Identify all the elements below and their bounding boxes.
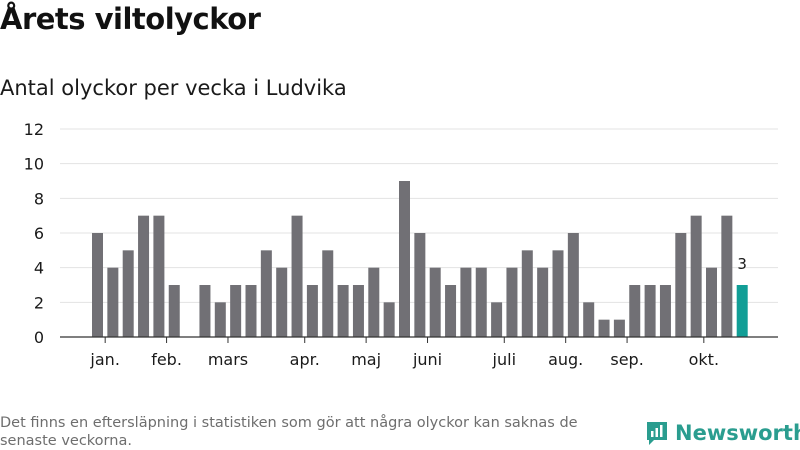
bar bbox=[460, 267, 472, 337]
bars bbox=[92, 181, 748, 337]
highlight-data-label: 3 bbox=[737, 255, 747, 273]
bar bbox=[337, 285, 349, 337]
bar bbox=[260, 250, 272, 337]
bar bbox=[659, 285, 671, 337]
x-tick-label: aug. bbox=[548, 350, 583, 369]
bar bbox=[138, 215, 150, 337]
bar bbox=[491, 302, 503, 337]
chart-title: Årets viltolyckor bbox=[0, 2, 261, 36]
bar bbox=[506, 267, 518, 337]
bar bbox=[644, 285, 656, 337]
x-tick-label: feb. bbox=[151, 350, 182, 369]
x-tick-label: juli bbox=[492, 350, 516, 369]
y-tick-label: 2 bbox=[34, 293, 44, 312]
bar bbox=[168, 285, 180, 337]
bar bbox=[690, 215, 702, 337]
bar bbox=[199, 285, 211, 337]
bar bbox=[276, 267, 288, 337]
bar bbox=[598, 319, 610, 337]
y-tick-label: 4 bbox=[34, 259, 44, 278]
bar bbox=[153, 215, 165, 337]
x-tick-label: jan. bbox=[89, 350, 119, 369]
x-tick-label: mars bbox=[208, 350, 248, 369]
bar bbox=[629, 285, 641, 337]
bar bbox=[291, 215, 303, 337]
bar bbox=[429, 267, 441, 337]
bar-highlight bbox=[736, 285, 748, 337]
bar bbox=[399, 181, 410, 337]
bar bbox=[230, 285, 242, 337]
bar bbox=[613, 319, 625, 337]
chart-subtitle: Antal olyckor per vecka i Ludvika bbox=[0, 76, 347, 100]
bar bbox=[383, 302, 395, 337]
x-tick-label: okt. bbox=[689, 350, 719, 369]
bar-chart: 0 2 4 6 8 10 12 jan. feb. mars apr. maj juni juli aug… bbox=[24, 120, 778, 369]
bar bbox=[567, 233, 579, 337]
bar bbox=[445, 285, 457, 337]
y-tick-label: 8 bbox=[34, 189, 44, 208]
x-tick-label: juni bbox=[412, 350, 442, 369]
x-tick-label: sep. bbox=[610, 350, 643, 369]
y-axis-ticks: 0 2 4 6 8 10 12 bbox=[24, 120, 44, 347]
bar bbox=[414, 233, 426, 337]
y-tick-label: 6 bbox=[34, 224, 44, 243]
bar bbox=[322, 250, 334, 337]
brand-name: Newsworthy bbox=[675, 421, 800, 445]
bar bbox=[706, 267, 717, 337]
bar bbox=[214, 302, 226, 337]
bar bbox=[721, 215, 733, 337]
y-tick-label: 0 bbox=[34, 328, 44, 347]
bar bbox=[537, 267, 549, 337]
bar bbox=[552, 250, 564, 337]
x-tick-label: apr. bbox=[290, 350, 320, 369]
bar bbox=[245, 285, 257, 337]
x-tick-label: maj bbox=[351, 350, 381, 369]
bar bbox=[107, 267, 119, 337]
bar bbox=[306, 285, 318, 337]
bar bbox=[475, 267, 487, 337]
newsworthy-logo-icon bbox=[647, 422, 667, 445]
bar bbox=[368, 267, 380, 337]
bar bbox=[352, 285, 364, 337]
y-tick-label: 12 bbox=[24, 120, 44, 139]
bar bbox=[675, 233, 687, 337]
x-axis-ticks: jan. feb. mars apr. maj juni juli aug. sep. okt. bbox=[89, 337, 719, 369]
newsworthy-logo: Newsworthy bbox=[645, 420, 800, 446]
bar bbox=[92, 233, 103, 337]
bar bbox=[521, 250, 533, 337]
footnote: Det finns en eftersläpning i statistiken… bbox=[0, 415, 578, 449]
bar bbox=[583, 302, 595, 337]
bar bbox=[122, 250, 134, 337]
y-tick-label: 10 bbox=[24, 155, 44, 174]
